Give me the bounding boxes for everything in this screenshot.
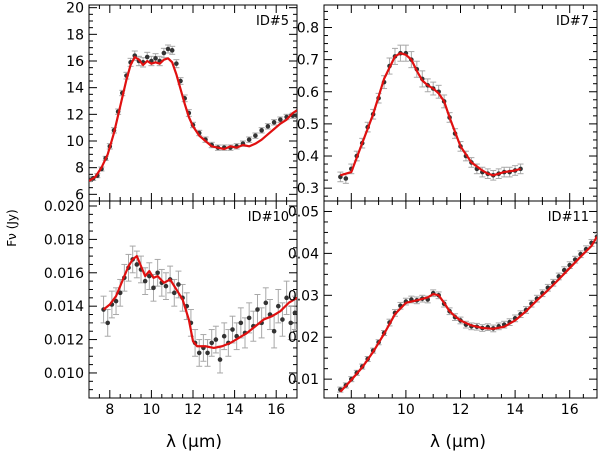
data-point <box>288 320 294 326</box>
x-tick-label: 10 <box>142 402 160 418</box>
x-tick-label: 8 <box>105 402 114 418</box>
y-tick-label: 0.014 <box>44 299 84 315</box>
x-tick-label: 10 <box>397 402 415 418</box>
data-point <box>284 295 289 301</box>
data-point <box>292 310 297 316</box>
y-tick-label: 12 <box>66 107 84 123</box>
data-point <box>169 48 175 53</box>
x-tick-label: 16 <box>561 402 579 418</box>
data-point <box>209 340 215 346</box>
x-tick-label: 8 <box>347 402 356 418</box>
y-tick-label: 0.04 <box>288 246 319 262</box>
x-tick-label: 14 <box>506 402 524 418</box>
y-tick-label: 18 <box>66 27 84 43</box>
data-point <box>275 303 281 309</box>
y-tick-label: 0.05 <box>288 204 319 220</box>
y-tick-label: 0.018 <box>44 232 84 248</box>
panel-id7: 0.3 0.4 0.5 0.6 0.7 0.8 ID#7 <box>297 4 598 202</box>
y-tick-label: 10 <box>66 134 84 150</box>
panel-id11: 8 10 12 14 16 0.01 0.02 0.03 0.04 0.05 ID#11 <box>288 200 598 418</box>
data-point <box>161 50 167 56</box>
data-point <box>343 176 349 181</box>
data-point <box>205 350 210 356</box>
y-axis-label: Fν (Jy) <box>5 209 19 246</box>
data-point <box>265 124 271 129</box>
data-point <box>263 300 269 306</box>
data-point <box>142 278 148 284</box>
y-tick-label: 0.012 <box>44 333 84 349</box>
plot-content <box>89 44 297 183</box>
y-tick-label: 0.5 <box>297 117 319 133</box>
data-point <box>105 320 111 326</box>
data-point <box>153 56 158 61</box>
y-tick-label: 0.4 <box>297 149 319 165</box>
data-point <box>271 328 277 334</box>
data-point <box>259 128 264 133</box>
model-line <box>102 254 297 350</box>
panel-title: ID#5 <box>256 14 289 29</box>
plot-content <box>337 232 597 393</box>
data-point <box>246 137 252 142</box>
data-point <box>171 290 177 296</box>
x-tick-label: 14 <box>226 402 244 418</box>
data-point <box>221 333 227 339</box>
y-tick-label: 0.020 <box>44 199 84 215</box>
data-point <box>246 315 252 321</box>
x-axis-label-right: λ (μm) <box>430 432 486 452</box>
data-point <box>217 357 223 362</box>
panel-id5: 6 8 10 12 14 16 18 20 ID#5 <box>66 1 298 203</box>
data-point <box>280 317 285 322</box>
data-point <box>213 337 219 342</box>
data-point <box>238 320 244 326</box>
y-tick-label: 8 <box>75 161 84 177</box>
y-tick-label: 6 <box>75 187 84 203</box>
y-tick-label: 0.3 <box>297 181 319 197</box>
y-tick-label: 0.6 <box>297 85 319 101</box>
data-point <box>255 307 260 312</box>
plot-content <box>337 44 524 184</box>
data-point <box>176 282 181 287</box>
y-tick-label: 0.010 <box>44 366 84 382</box>
data-point <box>271 120 277 125</box>
data-point <box>230 327 235 332</box>
data-point <box>144 54 150 60</box>
y-tick-label: 0.02 <box>288 330 319 346</box>
panel-title: ID#11 <box>548 210 589 225</box>
data-point <box>151 285 156 291</box>
data-point <box>174 61 179 66</box>
plot-frame <box>323 4 598 202</box>
data-point <box>163 283 169 289</box>
y-tick-label: 0.7 <box>297 53 319 69</box>
panel-id10: 8 10 12 14 16 0.010 0.012 0.014 0.016 0.018 0.020 I… <box>44 199 298 418</box>
data-point <box>278 117 283 122</box>
y-tick-label: 0.01 <box>288 372 319 388</box>
x-tick-label: 12 <box>452 402 470 418</box>
model-line <box>339 236 597 393</box>
x-tick-label: 12 <box>184 402 202 418</box>
y-tick-label: 0.03 <box>288 288 319 304</box>
x-axis-label-left: λ (μm) <box>166 432 222 452</box>
x-tick-label: 16 <box>267 402 285 418</box>
data-point <box>253 133 258 138</box>
panel-title: ID#10 <box>248 210 289 225</box>
data-point <box>294 113 297 118</box>
data-point <box>134 262 140 267</box>
data-point <box>113 298 119 304</box>
model-line <box>340 52 521 177</box>
plot-content <box>100 245 297 374</box>
plot-frame <box>323 200 598 399</box>
panel-title: ID#7 <box>556 14 589 29</box>
data-point <box>196 350 202 356</box>
y-tick-label: 0.8 <box>297 20 319 36</box>
y-tick-label: 14 <box>66 81 84 97</box>
y-tick-label: 16 <box>66 54 84 70</box>
y-tick-label: 20 <box>66 1 84 17</box>
data-point <box>165 46 171 52</box>
y-tick-label: 0.016 <box>44 266 84 282</box>
model-line <box>89 55 297 182</box>
data-point <box>155 270 160 276</box>
